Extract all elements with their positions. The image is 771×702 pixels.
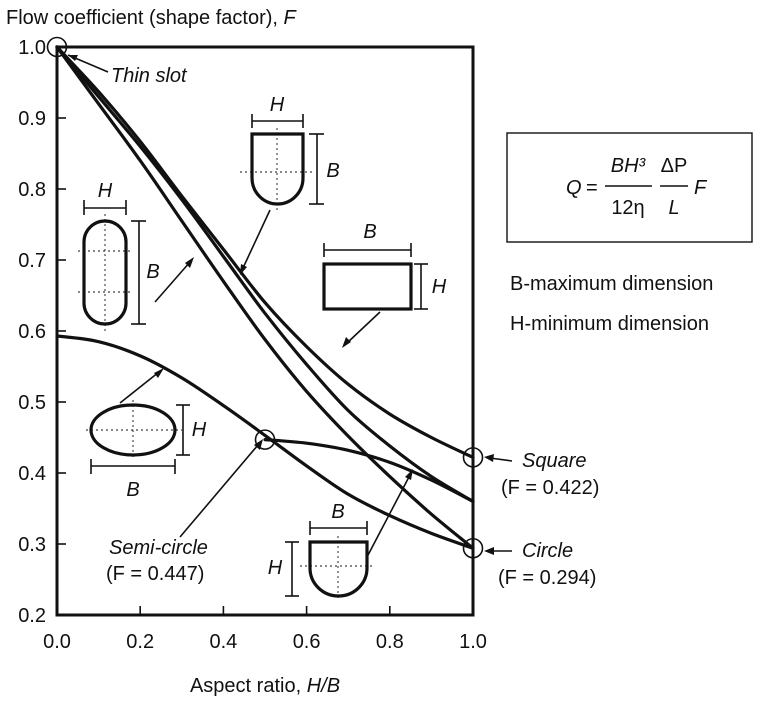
dim-label-b: B xyxy=(126,479,139,501)
series-line-3 xyxy=(55,45,475,503)
x-tick-label: 1.0 xyxy=(459,631,487,653)
dim-label-h: H xyxy=(270,94,285,116)
y-axis: 0.2 0.3 0.4 0.5 0.6 0.7 0.8 0.9 1.0 xyxy=(18,37,66,627)
equation-den2: L xyxy=(668,197,679,219)
series-line-1 xyxy=(55,45,475,459)
annotation-semi-circle: Semi-circle xyxy=(109,537,208,559)
point-marker-3 xyxy=(462,537,484,559)
point-markers xyxy=(46,36,484,559)
annotation-circle-value: (F = 0.294) xyxy=(498,567,596,589)
inset-duct-shape: H B xyxy=(240,94,340,210)
point-marker-1 xyxy=(46,36,68,58)
dim-label-h: H xyxy=(268,557,283,579)
x-tick-label: 0.0 xyxy=(43,631,71,653)
annotation-square: Square xyxy=(522,450,587,472)
series-line-2 xyxy=(55,45,475,550)
x-tick-label: 0.2 xyxy=(126,631,154,653)
y-tick-label: 0.2 xyxy=(18,605,46,627)
y-tick-label: 0.3 xyxy=(18,534,46,556)
y-tick-label: 0.9 xyxy=(18,108,46,130)
chart-title: Flow coefficient (shape factor), F xyxy=(6,7,298,29)
dim-label-b: B xyxy=(326,160,339,182)
y-tick-label: 0.8 xyxy=(18,179,46,201)
point-marker-2 xyxy=(462,447,484,468)
inset-ellipse-shape: H B xyxy=(86,400,207,501)
inset-slot-shape: H B xyxy=(78,180,160,331)
y-tick-label: 1.0 xyxy=(18,37,46,59)
dim-label-h: H xyxy=(432,276,447,298)
dim-label-b: B xyxy=(363,221,376,243)
dim-label-h: H xyxy=(192,419,207,441)
equation-den1: 12η xyxy=(611,197,644,219)
y-tick-label: 0.5 xyxy=(18,392,46,414)
y-tick-label: 0.6 xyxy=(18,321,46,343)
leader-arrows xyxy=(67,54,513,558)
x-tick-label: 0.8 xyxy=(376,631,404,653)
equation-box: Q = BH³ 12η ΔP L F xyxy=(506,132,753,243)
note-h-dimension: H-minimum dimension xyxy=(510,313,709,335)
curves xyxy=(55,45,475,550)
equation-lhs: Q xyxy=(566,177,582,199)
annotation-square-value: (F = 0.422) xyxy=(501,477,599,499)
series-line-5 xyxy=(263,438,475,503)
x-tick-label: 0.6 xyxy=(293,631,321,653)
y-tick-label: 0.4 xyxy=(18,463,46,485)
y-tick-label: 0.7 xyxy=(18,250,46,272)
point-marker-4 xyxy=(254,429,276,450)
annotation-semi-circle-value: (F = 0.447) xyxy=(106,563,204,585)
x-axis-label: Aspect ratio, H/B xyxy=(190,675,340,697)
dim-label-b: B xyxy=(146,261,159,283)
x-tick-label: 0.4 xyxy=(209,631,237,653)
equation-num1: BH³ xyxy=(611,155,647,177)
series-line-4 xyxy=(55,334,475,550)
equation-num2: ΔP xyxy=(661,155,688,177)
annotation-thin-slot: Thin slot xyxy=(111,65,188,87)
annotation-circle: Circle xyxy=(522,540,573,562)
equation-tail: F xyxy=(694,177,708,199)
x-axis: 0.0 0.2 0.4 0.6 0.8 1.0 xyxy=(43,606,487,653)
note-b-dimension: B-maximum dimension xyxy=(510,273,713,295)
dim-label-h: H xyxy=(98,180,113,202)
dim-label-b: B xyxy=(331,501,344,523)
inset-rectangle-shape: B H xyxy=(322,221,447,311)
svg-text:=: = xyxy=(586,177,598,199)
inset-duct-shape-lower: B H xyxy=(268,501,375,600)
